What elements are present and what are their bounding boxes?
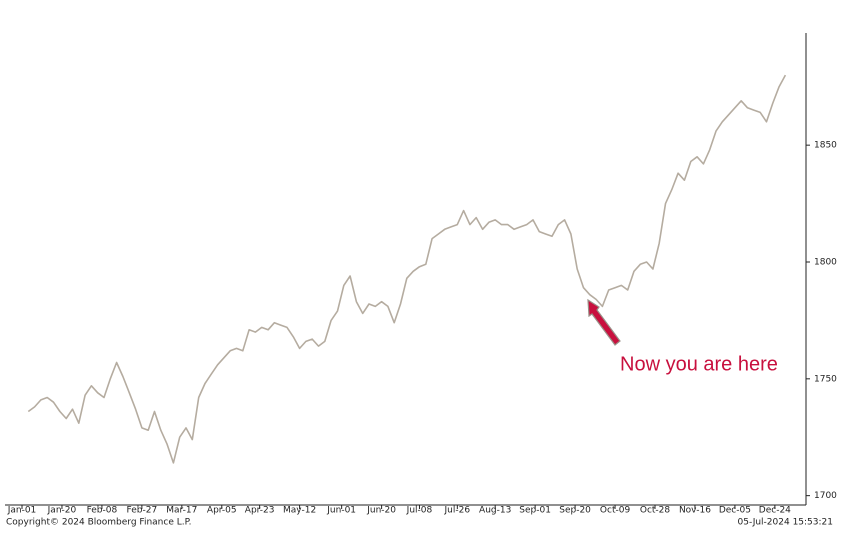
x-tick-label: Mar-17 (166, 506, 197, 516)
x-tick-label: Apr-23 (245, 506, 275, 516)
x-tick-label: Aug-13 (479, 506, 511, 516)
footer-right: 05-Jul-2024 15:53:21 (738, 518, 834, 528)
x-tick-label: Sep-01 (519, 506, 551, 516)
x-tick-label: Jul-08 (406, 506, 433, 516)
x-tick-label: Jun-20 (366, 506, 396, 516)
y-tick-label: 1700 (814, 491, 837, 501)
x-tick-label: May-12 (283, 506, 316, 516)
x-tick-label: Feb-27 (127, 506, 158, 516)
x-tick-label: Jan-01 (7, 506, 37, 516)
annotation: Now you are here (620, 353, 778, 375)
x-tick-label: Apr-05 (207, 506, 237, 516)
x-tick-label: Jun-01 (326, 506, 356, 516)
x-tick-label: Dec-24 (759, 506, 791, 516)
footer-left: Copyright© 2024 Bloomberg Finance L.P. (6, 518, 191, 528)
annotation-arrow (587, 298, 621, 346)
price-line (27, 74, 787, 464)
x-tick-label: Jan-20 (47, 506, 77, 516)
x-tick-label: Oct-28 (640, 506, 671, 516)
x-tick-label: Jul-26 (444, 506, 471, 516)
x-tick-label: Sep-20 (559, 506, 591, 516)
x-tick-label: Dec-05 (719, 506, 751, 516)
x-tick-label: Nov-16 (679, 506, 711, 516)
y-tick-label: 1800 (814, 257, 837, 267)
y-tick-label: 1750 (814, 374, 837, 384)
y-tick-label: 1850 (814, 141, 837, 151)
x-tick-label: Feb-08 (87, 506, 118, 516)
x-tick-label: Oct-09 (600, 506, 631, 516)
